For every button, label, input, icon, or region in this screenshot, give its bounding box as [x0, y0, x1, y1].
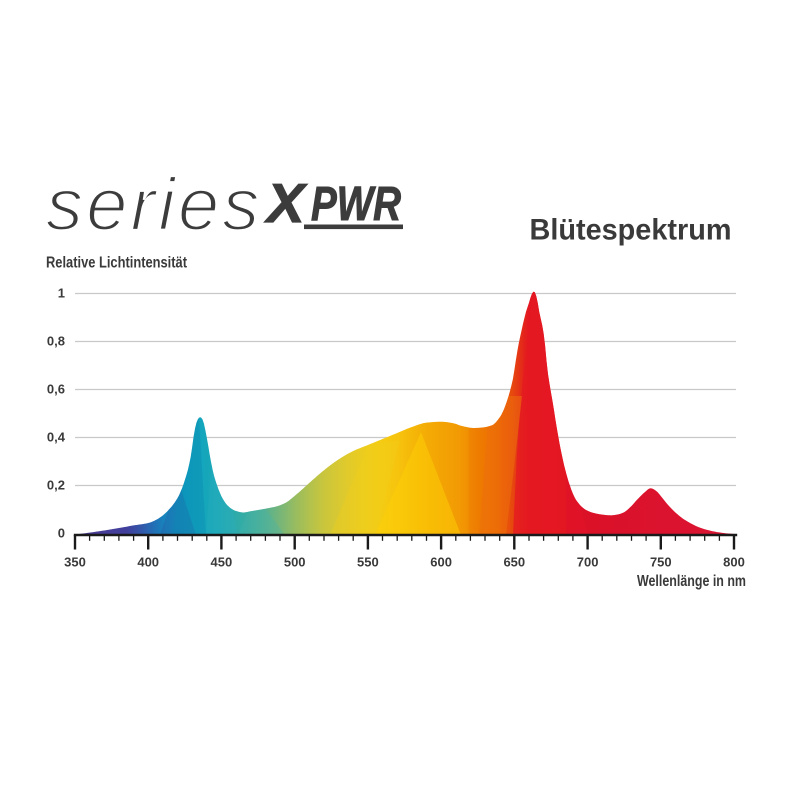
svg-text:series: series: [46, 163, 263, 246]
svg-text:0: 0: [58, 526, 65, 541]
svg-text:750: 750: [650, 555, 672, 570]
svg-text:PWR: PWR: [311, 178, 401, 231]
svg-text:700: 700: [577, 555, 599, 570]
svg-text:650: 650: [503, 555, 525, 570]
svg-text:Relative Lichtintensität: Relative Lichtintensität: [46, 255, 188, 272]
svg-text:800: 800: [723, 555, 745, 570]
svg-text:0,2: 0,2: [47, 478, 65, 493]
svg-text:1: 1: [58, 286, 65, 301]
svg-text:600: 600: [430, 555, 452, 570]
svg-text:Wellenlänge in nm: Wellenlänge in nm: [637, 573, 746, 590]
svg-text:0,6: 0,6: [47, 382, 65, 397]
svg-text:0,4: 0,4: [47, 430, 66, 445]
svg-text:550: 550: [357, 555, 379, 570]
svg-text:0,8: 0,8: [47, 334, 65, 349]
svg-text:X: X: [264, 172, 307, 233]
svg-text:500: 500: [284, 555, 306, 570]
svg-text:400: 400: [137, 555, 159, 570]
svg-text:350: 350: [64, 555, 86, 570]
svg-text:450: 450: [211, 555, 233, 570]
svg-text:Blütespektrum: Blütespektrum: [530, 214, 732, 247]
